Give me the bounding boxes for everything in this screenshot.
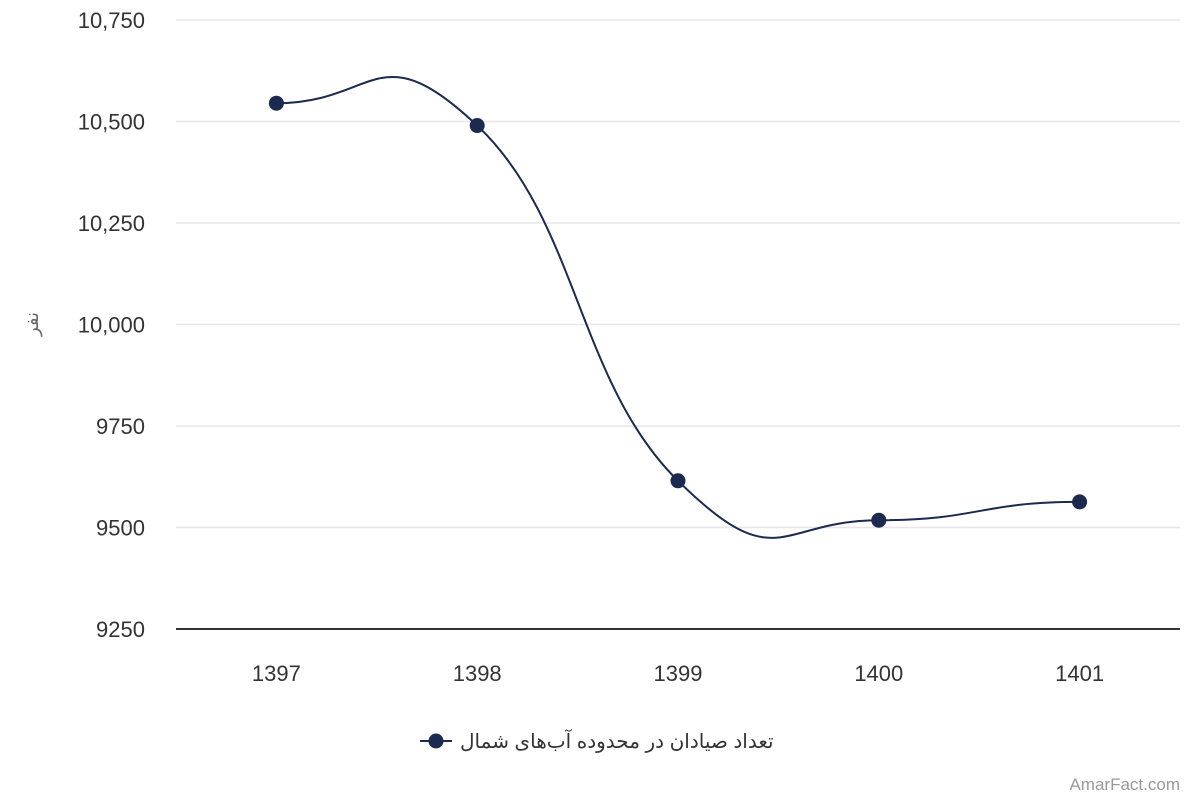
data-point[interactable] — [268, 95, 284, 111]
legend[interactable]: تعداد صیادان در محدوده آب‌های شمال — [420, 728, 774, 753]
x-tick-label: 1397 — [252, 661, 301, 686]
x-axis-tick-labels: 1397 1398 1399 1400 1401 — [252, 661, 1104, 686]
x-tick-label: 1401 — [1055, 661, 1104, 686]
legend-series-label[interactable]: تعداد صیادان در محدوده آب‌های شمال — [460, 728, 774, 753]
series-line — [276, 75, 1080, 539]
x-tick-label: 1400 — [854, 661, 903, 686]
x-tick-label: 1399 — [654, 661, 703, 686]
data-point[interactable] — [871, 512, 887, 528]
y-tick-label: 10,000 — [78, 313, 145, 338]
data-point[interactable] — [1072, 494, 1088, 510]
gridlines — [176, 19, 1180, 529]
y-tick-label: 10,750 — [78, 8, 145, 33]
series-layer — [268, 75, 1088, 539]
data-point[interactable] — [469, 118, 485, 134]
y-tick-label: 9250 — [96, 617, 145, 642]
y-axis-title: نفر — [22, 312, 43, 337]
y-tick-label: 10,500 — [78, 110, 145, 135]
x-tick-label: 1398 — [453, 661, 502, 686]
y-tick-label: 9500 — [96, 516, 145, 541]
legend-series-marker-icon — [428, 733, 444, 749]
y-tick-label: 9750 — [96, 414, 145, 439]
data-point[interactable] — [670, 473, 686, 489]
y-tick-label: 10,250 — [78, 211, 145, 236]
y-axis-tick-labels: 9250 9500 9750 10,000 10,250 10,500 10,750 — [78, 8, 145, 642]
credit-link[interactable]: AmarFact.com — [1069, 775, 1180, 794]
